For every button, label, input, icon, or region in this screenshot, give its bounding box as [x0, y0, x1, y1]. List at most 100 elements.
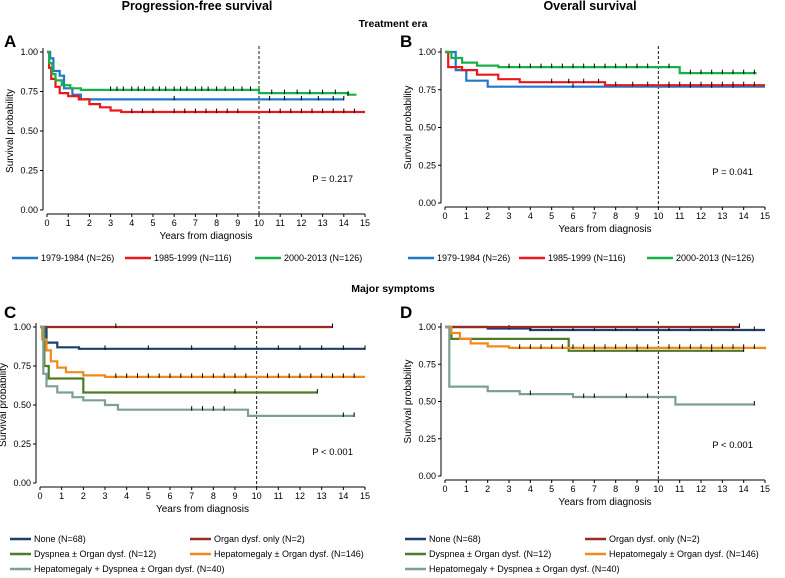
y-tick-label: 1.00 — [20, 47, 38, 57]
y-tick-label: 0.50 — [20, 126, 38, 136]
x-tick-label: 3 — [102, 491, 107, 501]
x-axis-label: Years from diagnosis — [159, 231, 252, 242]
y-axis-label: Survival probability — [403, 360, 414, 444]
x-tick-label: 2 — [87, 218, 92, 228]
x-tick-label: 11 — [675, 484, 684, 494]
x-tick-label: 13 — [717, 211, 727, 221]
y-axis-label: Survival probability — [0, 363, 9, 447]
legend-label: 2000-2013 (N=126) — [676, 253, 754, 263]
x-tick-label: 0 — [37, 491, 42, 501]
panel-letter-b: B — [400, 32, 412, 51]
legend-label: None (N=68) — [34, 534, 86, 544]
y-axis-label: Survival probability — [5, 89, 16, 173]
x-tick-label: 1 — [59, 491, 64, 501]
km-curve-0 — [40, 325, 365, 350]
x-tick-label: 12 — [295, 491, 305, 501]
x-tick-label: 5 — [146, 491, 151, 501]
column-title-os: Overall survival — [543, 0, 636, 13]
y-tick-label: 0.25 — [20, 166, 38, 176]
y-tick-label: 0.50 — [418, 123, 436, 133]
x-tick-label: 10 — [653, 211, 663, 221]
panel-c-pfs-symptoms: 0.000.250.500.751.000 1 2 3 4 5 6 7 8 9 10 11 12 13 14… — [0, 321, 370, 515]
x-tick-label: 15 — [760, 211, 770, 221]
section-title-era: Treatment era — [359, 18, 428, 30]
legend-label: 1985-1999 (N=116) — [154, 253, 232, 263]
y-tick-label: 0.50 — [13, 400, 31, 410]
x-tick-label: 2 — [81, 491, 86, 501]
x-tick-label: 4 — [129, 218, 134, 228]
x-tick-label: 13 — [717, 484, 727, 494]
km-curve-2 — [47, 50, 357, 96]
x-tick-label: 9 — [634, 484, 639, 494]
x-tick-label: 0 — [44, 218, 49, 228]
x-tick-label: 4 — [528, 211, 533, 221]
panel-letter-d: D — [400, 303, 412, 322]
y-tick-label: 0.75 — [20, 87, 38, 97]
x-tick-label: 7 — [193, 218, 198, 228]
y-tick-label: 0.25 — [13, 439, 31, 449]
x-tick-label: 15 — [760, 484, 770, 494]
x-axis-label: Years from diagnosis — [156, 504, 249, 515]
section-title-symptoms: Major symptoms — [351, 283, 435, 295]
x-tick-label: 14 — [338, 491, 348, 501]
y-axis-label: Survival probability — [403, 86, 414, 170]
x-tick-label: 8 — [613, 211, 618, 221]
km-curve-2 — [40, 325, 318, 394]
legend-label: 2000-2013 (N=126) — [284, 253, 362, 263]
km-curve-3 — [445, 325, 767, 350]
y-tick-label: 0.00 — [418, 471, 436, 481]
x-tick-label: 11 — [274, 491, 283, 501]
panel-d-os-symptoms: 0.000.250.500.751.000 1 2 3 4 5 6 7 8 9 10 11 12 13 14… — [403, 321, 770, 508]
x-axis-label: Years from diagnosis — [558, 497, 651, 508]
x-tick-label: 5 — [549, 484, 554, 494]
panel-a-pfs-era: 0.000.250.500.751.000 1 2 3 4 5 6 7 8 9 10 11 12 13 14… — [5, 46, 370, 242]
x-tick-label: 15 — [360, 218, 370, 228]
y-tick-label: 0.75 — [418, 359, 436, 369]
x-tick-label: 1 — [464, 484, 469, 494]
legend-era-right: 1979-1984 (N=26) 1985-1999 (N=116) 2000-… — [408, 253, 754, 263]
p-value: P = 0.041 — [712, 167, 753, 178]
y-tick-label: 0.25 — [418, 434, 436, 444]
x-tick-label: 7 — [189, 491, 194, 501]
x-tick-label: 14 — [739, 484, 749, 494]
y-tick-label: 0.50 — [418, 397, 436, 407]
x-axis-label: Years from diagnosis — [558, 224, 651, 235]
x-tick-label: 10 — [653, 484, 663, 494]
km-curve-4 — [445, 325, 755, 406]
legend-label: Hepatomegaly ± Organ dysf. (N=146) — [609, 549, 759, 559]
x-tick-label: 6 — [172, 218, 177, 228]
p-value: P = 0.217 — [312, 174, 353, 185]
x-tick-label: 13 — [318, 218, 328, 228]
p-value: P < 0.001 — [312, 447, 353, 458]
km-curve-2 — [445, 50, 757, 75]
km-curve-1 — [445, 50, 765, 87]
x-tick-label: 2 — [485, 484, 490, 494]
x-tick-label: 0 — [442, 211, 447, 221]
x-tick-label: 2 — [485, 211, 490, 221]
x-tick-label: 12 — [696, 484, 706, 494]
y-tick-label: 0.75 — [418, 85, 436, 95]
p-value: P < 0.001 — [712, 440, 753, 451]
x-tick-label: 6 — [570, 211, 575, 221]
x-tick-label: 9 — [235, 218, 240, 228]
legend-era-left: 1979-1984 (N=26) 1985-1999 (N=116) 2000-… — [12, 253, 362, 263]
x-tick-label: 14 — [739, 211, 749, 221]
km-curve-4 — [40, 325, 355, 417]
x-tick-label: 12 — [696, 211, 706, 221]
x-tick-label: 13 — [317, 491, 327, 501]
x-tick-label: 10 — [252, 491, 262, 501]
y-tick-label: 1.00 — [418, 322, 436, 332]
legend-label: Hepatomegaly + Dyspnea ± Organ dysf. (N=… — [429, 564, 620, 574]
x-tick-label: 5 — [549, 211, 554, 221]
legend-symptoms-right: None (N=68) Organ dysf. only (N=2) Dyspn… — [405, 534, 759, 574]
x-tick-label: 1 — [66, 218, 71, 228]
km-curve-0 — [47, 50, 344, 101]
x-tick-label: 8 — [211, 491, 216, 501]
legend-label: Dyspnea ± Organ dysf. (N=12) — [429, 549, 551, 559]
x-tick-label: 11 — [276, 218, 285, 228]
panel-b-os-era: 0.000.250.500.751.000 1 2 3 4 5 6 7 8 9 10 11 12 13 14… — [403, 46, 770, 235]
x-tick-label: 12 — [296, 218, 306, 228]
x-tick-label: 8 — [214, 218, 219, 228]
